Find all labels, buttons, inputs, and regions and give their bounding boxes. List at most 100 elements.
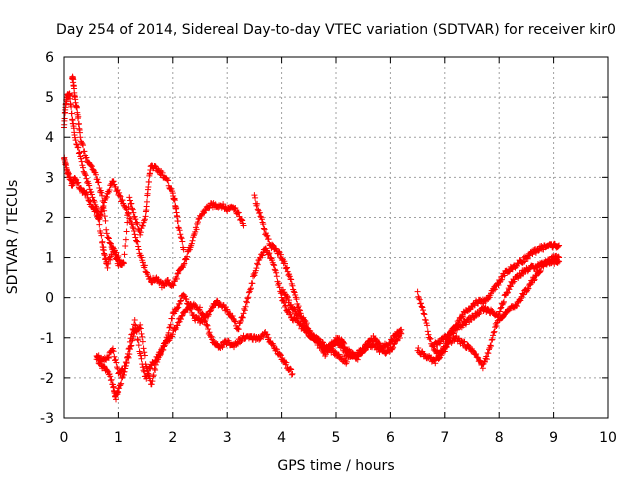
y-tick-label: 2 — [45, 210, 54, 226]
data-point — [130, 209, 137, 216]
data-point — [145, 183, 152, 190]
data-point — [82, 172, 89, 179]
data-point — [303, 320, 310, 327]
data-point — [123, 360, 130, 367]
data-point — [103, 226, 110, 233]
data-point — [416, 296, 423, 303]
data-point — [287, 311, 294, 318]
data-point — [275, 280, 282, 287]
data-point — [75, 120, 82, 127]
data-point — [269, 257, 276, 264]
data-point — [492, 286, 499, 293]
data-point — [139, 259, 146, 266]
data-point — [141, 262, 148, 269]
data-point — [289, 282, 296, 289]
data-point — [78, 158, 85, 165]
data-point — [61, 115, 68, 122]
data-point — [271, 266, 278, 273]
data-point — [490, 332, 497, 339]
data-point — [139, 364, 146, 371]
data-point — [95, 215, 101, 222]
data-point — [94, 208, 101, 215]
series-track-i — [414, 256, 563, 372]
data-point — [206, 329, 213, 336]
data-point — [125, 354, 132, 361]
x-tick-label: 8 — [495, 430, 504, 446]
data-point — [120, 368, 127, 375]
data-point — [109, 245, 116, 252]
data-point — [129, 336, 136, 343]
data-point — [71, 134, 78, 141]
data-point — [129, 221, 135, 228]
data-point — [176, 227, 183, 234]
data-point — [151, 365, 158, 372]
data-point — [328, 343, 335, 350]
y-tick-label: 5 — [45, 90, 54, 106]
data-point — [107, 240, 114, 247]
data-point — [97, 230, 104, 237]
data-point — [463, 319, 470, 326]
data-point — [235, 326, 242, 333]
data-point — [261, 226, 268, 233]
data-point — [125, 203, 132, 210]
series-track-g — [278, 286, 405, 363]
y-tick-label: 6 — [45, 50, 54, 66]
data-point — [507, 283, 514, 290]
data-point — [248, 285, 254, 292]
data-point — [513, 303, 520, 310]
data-point — [519, 290, 526, 297]
data-point — [129, 206, 136, 213]
data-point — [556, 242, 563, 249]
data-point — [180, 261, 187, 268]
data-point — [165, 277, 172, 284]
data-point — [500, 312, 507, 319]
data-point — [122, 236, 129, 243]
data-point — [265, 251, 271, 258]
data-point — [80, 142, 87, 149]
x-tick-label: 4 — [277, 430, 286, 446]
data-point — [78, 155, 84, 162]
data-point — [318, 344, 325, 351]
data-point — [378, 344, 385, 351]
data-point — [112, 356, 119, 363]
data-point — [92, 203, 99, 210]
data-point — [256, 209, 263, 216]
data-point — [497, 277, 504, 284]
plot-frame — [63, 56, 609, 419]
data-point — [100, 205, 107, 212]
data-point — [421, 311, 428, 318]
data-point — [116, 189, 123, 196]
data-point — [250, 271, 257, 278]
data-point — [264, 331, 271, 338]
data-point — [86, 182, 93, 189]
data-point — [129, 337, 135, 344]
data-point — [418, 303, 425, 310]
data-point — [266, 250, 273, 257]
data-point — [233, 341, 240, 348]
data-point — [537, 267, 544, 274]
data-point — [67, 95, 74, 102]
data-points — [61, 73, 563, 403]
x-tick-label: 10 — [599, 430, 617, 446]
data-point — [186, 301, 193, 308]
data-point — [175, 319, 182, 326]
data-point — [124, 209, 131, 216]
data-point — [68, 103, 75, 110]
data-point — [220, 341, 227, 348]
data-point — [173, 305, 180, 312]
data-point — [106, 186, 113, 193]
series-track-a — [61, 154, 247, 291]
data-point — [156, 352, 163, 359]
data-point — [450, 329, 457, 336]
data-point — [120, 260, 127, 267]
data-point — [123, 228, 130, 235]
data-point — [177, 297, 184, 304]
data-point — [171, 197, 178, 204]
data-point — [396, 334, 403, 341]
data-point — [103, 230, 110, 237]
data-point — [137, 325, 144, 332]
data-point — [189, 237, 196, 244]
data-point — [473, 351, 480, 358]
data-point — [288, 276, 295, 283]
